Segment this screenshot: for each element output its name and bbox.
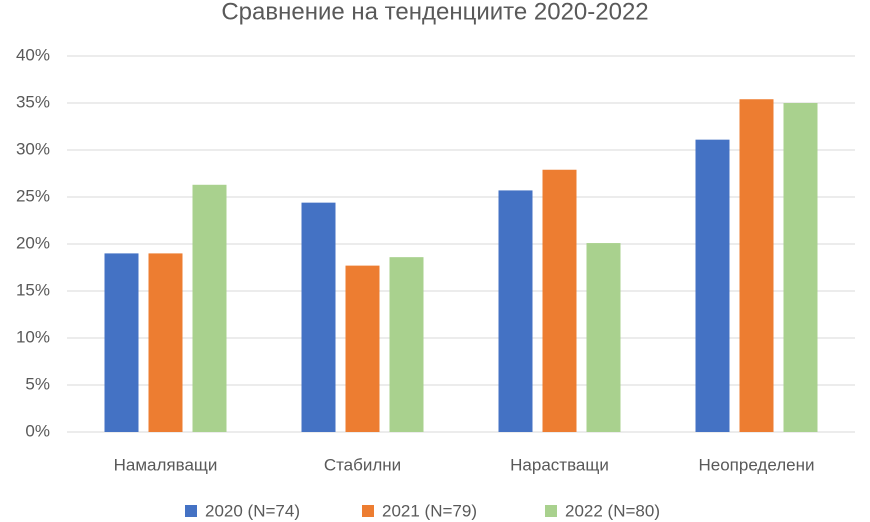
bar [783,103,818,432]
bar [542,169,577,433]
legend-label: 2022 (N=80) [565,501,660,520]
y-tick-label: 35% [16,92,50,111]
y-tick-label: 5% [25,374,50,393]
bar [192,184,227,432]
bar [695,139,730,432]
bar [498,190,533,432]
y-tick-label: 20% [16,233,50,252]
x-tick-label: Намаляващи [114,455,218,474]
x-tick-label: Неопределени [699,455,815,474]
legend-swatch [362,505,374,517]
y-tick-label: 30% [16,139,50,158]
legend-swatch [545,505,557,517]
legend-swatch [185,505,197,517]
bar [586,243,621,432]
chart-title: Сравнение на тенденциите 2020-2022 [221,0,648,25]
legend-label: 2020 (N=74) [205,501,300,520]
y-tick-label: 25% [16,186,50,205]
x-tick-label: Нарастващи [510,455,609,474]
y-tick-label: 0% [25,421,50,440]
legend-label: 2021 (N=79) [382,501,477,520]
bar [148,253,183,432]
bar [104,253,139,432]
bar [389,257,424,432]
x-tick-label: Стабилни [324,455,401,474]
bar [739,99,774,433]
bar [345,265,380,432]
y-tick-label: 15% [16,280,50,299]
y-tick-label: 10% [16,327,50,346]
bar [301,202,336,432]
y-tick-label: 40% [16,45,50,64]
